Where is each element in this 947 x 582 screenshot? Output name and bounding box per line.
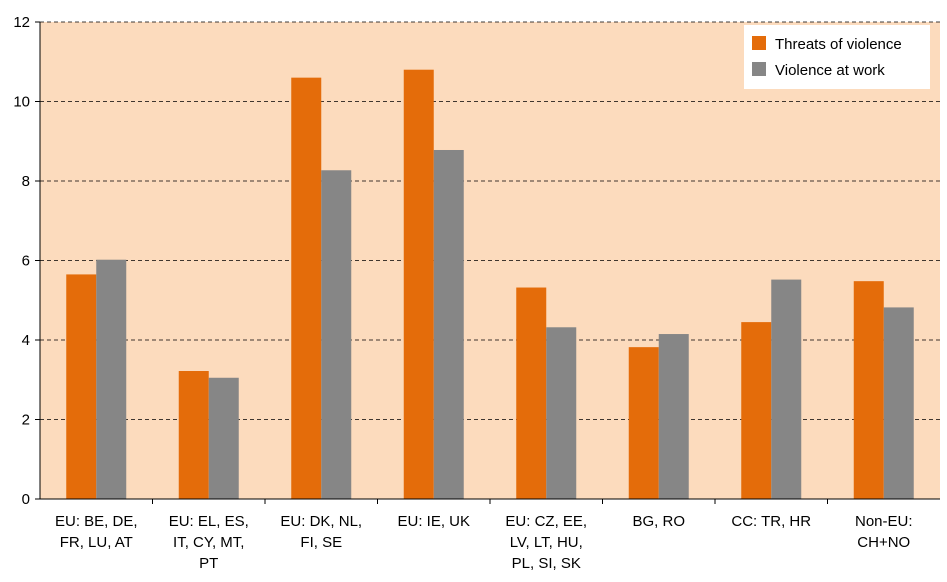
y-tick-label: 4: [22, 332, 30, 349]
x-tick-label: PT: [199, 555, 218, 572]
bar-threats-6: [741, 322, 772, 499]
y-tick-label: 10: [13, 94, 30, 111]
bar-threats-4: [516, 287, 547, 499]
x-tick-label: CH+NO: [857, 534, 910, 551]
x-tick-label: FR, LU, AT: [60, 534, 133, 551]
bar-violence-3: [433, 149, 464, 499]
bar-violence-0: [96, 259, 127, 499]
bar-threats-0: [66, 274, 97, 499]
bar-threats-1: [178, 371, 209, 499]
x-tick-label: EU: BE, DE,: [55, 513, 138, 530]
legend-box: [744, 25, 930, 89]
x-tick-label: IT, CY, MT,: [173, 534, 244, 551]
bar-violence-7: [883, 307, 914, 499]
legend-swatch-1: [752, 62, 766, 76]
x-tick-label: Non-EU:: [855, 513, 913, 530]
y-tick-label: 6: [22, 253, 30, 270]
bar-violence-2: [321, 170, 352, 499]
bar-threats-7: [853, 281, 884, 499]
x-tick-label: PL, SI, SK: [512, 555, 581, 572]
x-tick-label: BG, RO: [632, 513, 685, 530]
legend-swatch-0: [752, 36, 766, 50]
bar-violence-6: [771, 279, 802, 499]
bar-threats-5: [628, 347, 659, 499]
x-tick-label: EU: EL, ES,: [169, 513, 249, 530]
x-tick-label: EU: DK, NL,: [280, 513, 362, 530]
y-tick-label: 0: [22, 491, 30, 508]
x-tick-label: FI, SE: [300, 534, 342, 551]
bars: [66, 69, 914, 500]
x-tick-label: CC: TR, HR: [731, 513, 811, 530]
bar-violence-5: [658, 334, 689, 499]
bar-violence-4: [546, 327, 577, 499]
bar-threats-2: [291, 77, 322, 500]
y-tick-label: 2: [22, 412, 30, 429]
x-tick-label: EU: CZ, EE,: [505, 513, 587, 530]
axes: 0 2 4 6 8 10 12 EU: BE, DE, FR, LU, AT EU: EL, ES…: [13, 14, 940, 572]
x-tick-label: LV, LT, HU,: [510, 534, 583, 551]
y-tick-label: 12: [13, 14, 30, 31]
legend[interactable]: Threats of violence Violence at work: [744, 25, 930, 89]
x-tick-label: EU: IE, UK: [397, 513, 470, 530]
bar-threats-3: [403, 69, 434, 499]
bar-violence-1: [208, 377, 239, 499]
y-tick-label: 8: [22, 173, 30, 190]
legend-label-0: Threats of violence: [775, 36, 902, 53]
legend-label-1: Violence at work: [775, 62, 885, 79]
